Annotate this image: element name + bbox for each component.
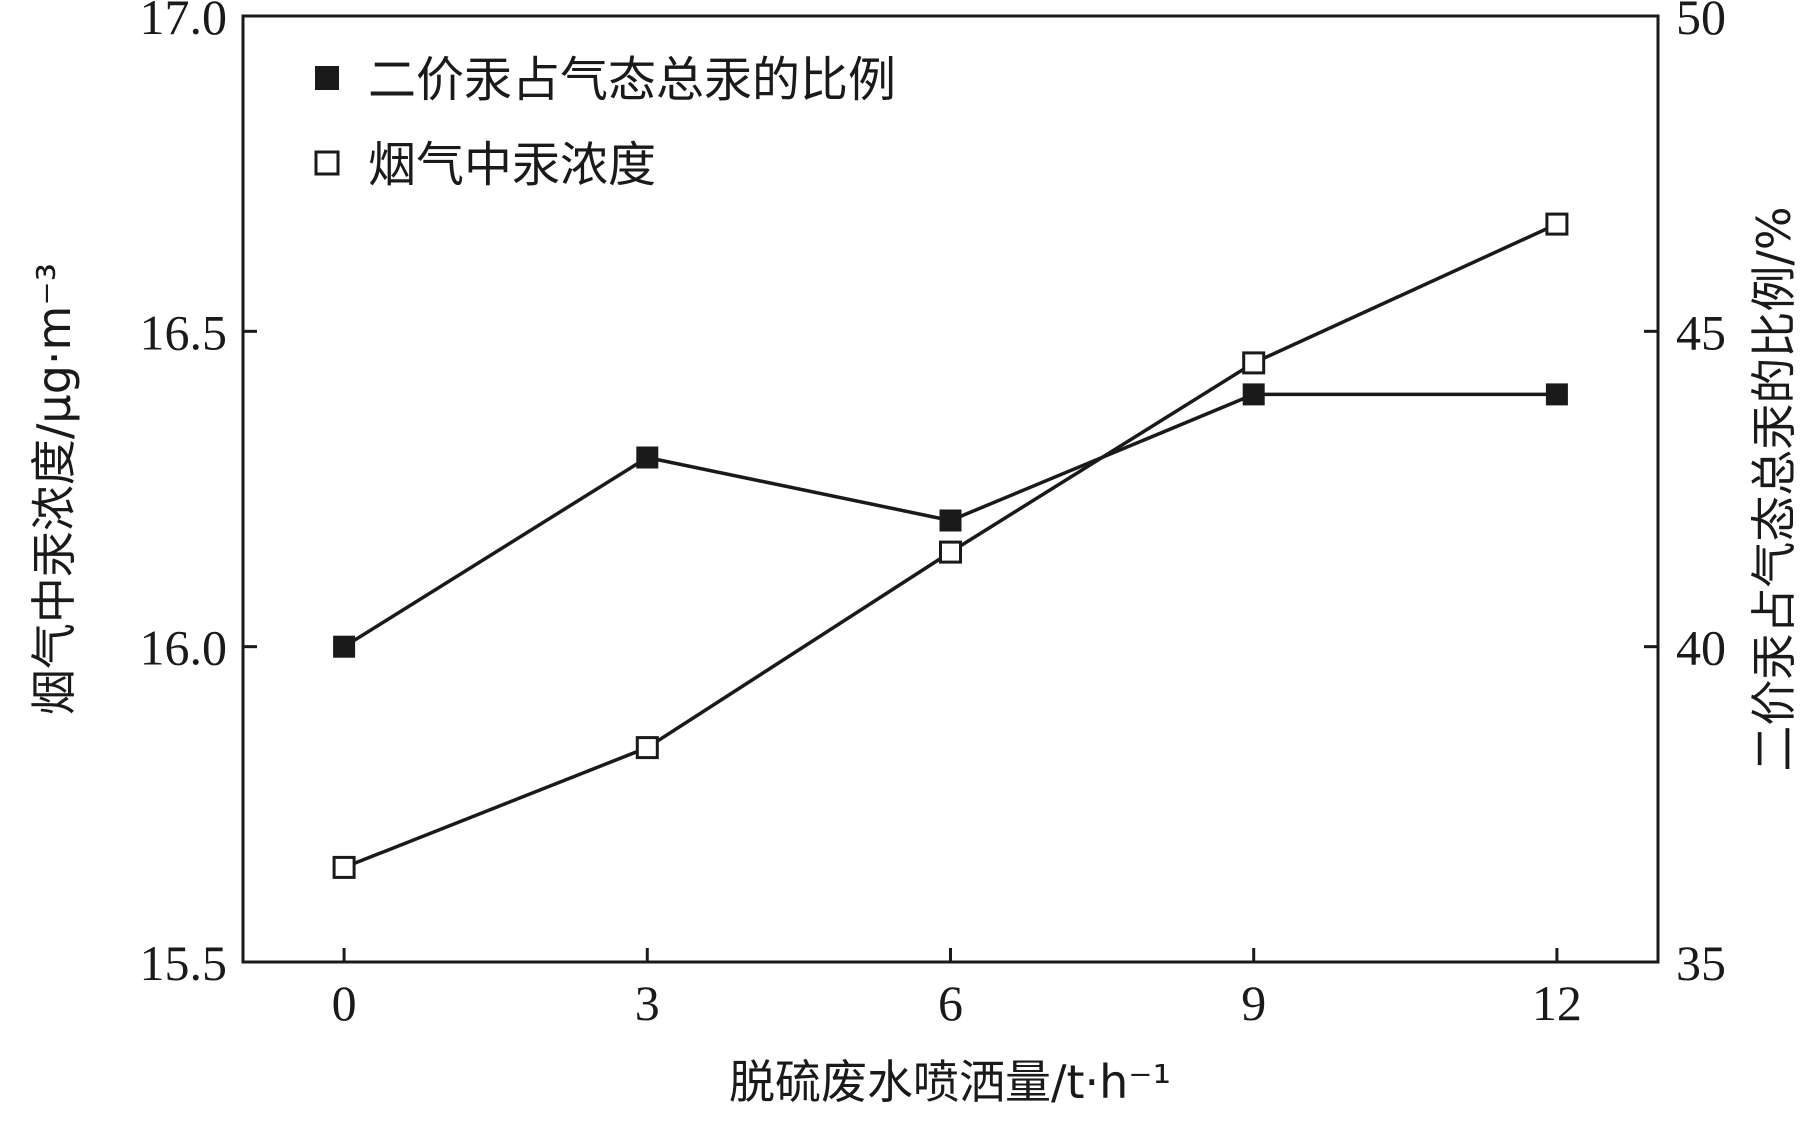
right-y-tick-label-2: 45 bbox=[1676, 304, 1726, 360]
legend-label-flue-gas-mercury-concentration: 烟气中汞浓度 bbox=[368, 137, 656, 193]
right-y-axis-title: 二价汞占气态总汞的比例/% bbox=[1747, 206, 1801, 771]
left-y-tick-label-0: 15.5 bbox=[140, 935, 228, 991]
x-tick-label-1: 3 bbox=[635, 975, 660, 1031]
left-y-axis-title: 烟气中汞浓度/μg·m⁻³ bbox=[27, 263, 81, 715]
legend-marker-filled-square bbox=[315, 66, 339, 90]
x-tick-label-0: 0 bbox=[332, 975, 357, 1031]
series-1-point-1 bbox=[635, 736, 659, 760]
x-tick-label-2: 6 bbox=[938, 975, 963, 1031]
right-y-tick-label-1: 40 bbox=[1676, 620, 1726, 676]
right-y-tick-label-3: 50 bbox=[1676, 0, 1726, 45]
legend-label-divalent-mercury-ratio: 二价汞占气态总汞的比例 bbox=[368, 52, 896, 108]
x-tick-label-3: 9 bbox=[1241, 975, 1266, 1031]
axis-ticks: 0 3 6 9 12 15.5 16.0 16.5 17.0 35 40 45 50 bbox=[140, 0, 1727, 1031]
left-y-tick-label-2: 16.5 bbox=[140, 304, 228, 360]
left-y-tick-label-3: 17.0 bbox=[140, 0, 228, 45]
plot-marks bbox=[332, 212, 1569, 879]
series-0-point-3 bbox=[1242, 383, 1265, 406]
right-y-tick-label-0: 35 bbox=[1676, 935, 1726, 991]
series-1-point-2 bbox=[939, 540, 962, 564]
legend: 二价汞占气态总汞的比例 烟气中汞浓度 bbox=[314, 52, 896, 193]
series-0-point-1 bbox=[636, 446, 659, 469]
series-1-point-0 bbox=[332, 855, 356, 879]
series-1-point-3 bbox=[1242, 351, 1266, 375]
x-tick-label-4: 12 bbox=[1532, 975, 1582, 1031]
series-0-point-2 bbox=[939, 509, 962, 532]
series-0-point-0 bbox=[333, 635, 356, 658]
legend-marker-open-square bbox=[314, 150, 340, 176]
series-1-point-4 bbox=[1545, 212, 1569, 236]
x-axis-title: 脱硫废水喷洒量/t·h⁻¹ bbox=[729, 1055, 1171, 1109]
series-0-point-4 bbox=[1545, 383, 1568, 406]
left-y-tick-label-1: 16.0 bbox=[140, 620, 228, 676]
